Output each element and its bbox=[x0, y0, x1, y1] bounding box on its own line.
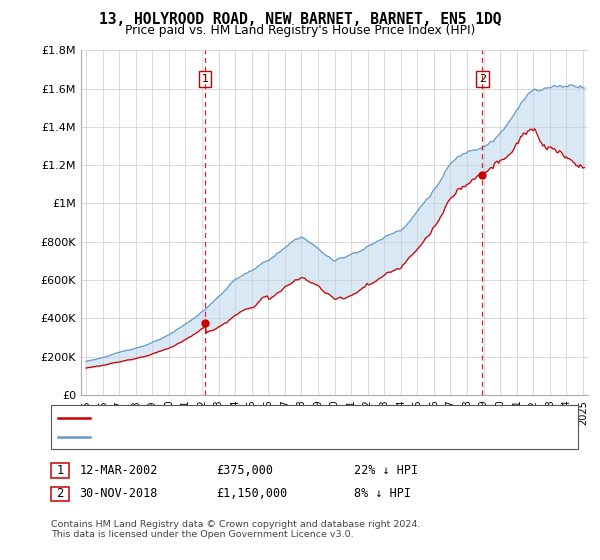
Text: 2: 2 bbox=[479, 74, 486, 84]
Text: 13, HOLYROOD ROAD, NEW BARNET, BARNET, EN5 1DQ (detached house): 13, HOLYROOD ROAD, NEW BARNET, BARNET, E… bbox=[95, 413, 480, 423]
Text: Price paid vs. HM Land Registry's House Price Index (HPI): Price paid vs. HM Land Registry's House … bbox=[125, 24, 475, 37]
Text: HPI: Average price, detached house, Barnet: HPI: Average price, detached house, Barn… bbox=[95, 432, 323, 442]
Text: 30-NOV-2018: 30-NOV-2018 bbox=[79, 487, 158, 501]
Text: 12-MAR-2002: 12-MAR-2002 bbox=[79, 464, 158, 477]
Text: 1: 1 bbox=[56, 464, 64, 477]
Text: £375,000: £375,000 bbox=[216, 464, 273, 477]
Text: 13, HOLYROOD ROAD, NEW BARNET, BARNET, EN5 1DQ: 13, HOLYROOD ROAD, NEW BARNET, BARNET, E… bbox=[99, 12, 501, 27]
Text: £1,150,000: £1,150,000 bbox=[216, 487, 287, 501]
Text: Contains HM Land Registry data © Crown copyright and database right 2024.
This d: Contains HM Land Registry data © Crown c… bbox=[51, 520, 421, 539]
Text: 2: 2 bbox=[56, 487, 64, 501]
Text: 1: 1 bbox=[202, 74, 209, 84]
Text: 22% ↓ HPI: 22% ↓ HPI bbox=[354, 464, 418, 477]
Text: 8% ↓ HPI: 8% ↓ HPI bbox=[354, 487, 411, 501]
